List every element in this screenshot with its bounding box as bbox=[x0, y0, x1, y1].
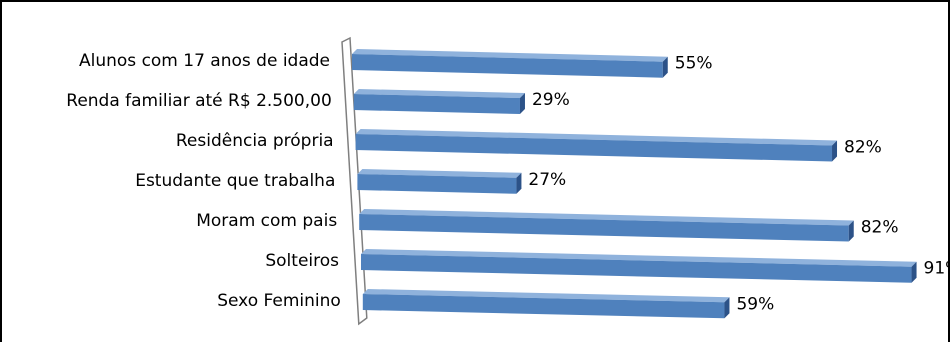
category-label: Alunos com 17 anos de idade bbox=[79, 51, 330, 71]
category-label: Residência própria bbox=[176, 131, 334, 151]
category-label: Estudante que trabalha bbox=[135, 171, 335, 191]
data-label: 27% bbox=[528, 170, 566, 190]
bar bbox=[352, 54, 663, 78]
bar-end-face bbox=[832, 140, 838, 162]
bar-top-face bbox=[355, 129, 838, 146]
data-label: 91% bbox=[924, 259, 950, 279]
bar-top-face bbox=[359, 209, 854, 226]
bar-top-face bbox=[357, 169, 522, 178]
bar-end-face bbox=[516, 172, 522, 194]
category-label: Renda familiar até R$ 2.500,00 bbox=[66, 91, 332, 111]
category-label: Sexo Feminino bbox=[217, 291, 341, 311]
bar-top-face bbox=[352, 49, 668, 62]
bar-top-face bbox=[361, 249, 917, 267]
axis-wall bbox=[341, 36, 368, 326]
bar-end-face bbox=[911, 261, 917, 283]
bar-top-face bbox=[362, 289, 730, 303]
data-label: 55% bbox=[675, 54, 713, 74]
data-label: 29% bbox=[532, 90, 570, 110]
data-label: 82% bbox=[844, 137, 882, 157]
bar-end-face bbox=[662, 56, 668, 78]
bar-end-face bbox=[519, 93, 525, 115]
bar-end-face bbox=[848, 220, 854, 242]
bar bbox=[359, 214, 849, 242]
data-label: 82% bbox=[861, 217, 899, 237]
bar-top-face bbox=[353, 89, 525, 99]
bar bbox=[353, 94, 520, 115]
bar bbox=[361, 254, 912, 283]
bar bbox=[362, 294, 725, 319]
bar-end-face bbox=[724, 297, 730, 319]
data-label: 59% bbox=[736, 294, 774, 314]
category-label: Moram com pais bbox=[196, 211, 337, 231]
category-label: Solteiros bbox=[265, 251, 339, 271]
bar bbox=[355, 134, 833, 162]
bar bbox=[357, 174, 517, 194]
